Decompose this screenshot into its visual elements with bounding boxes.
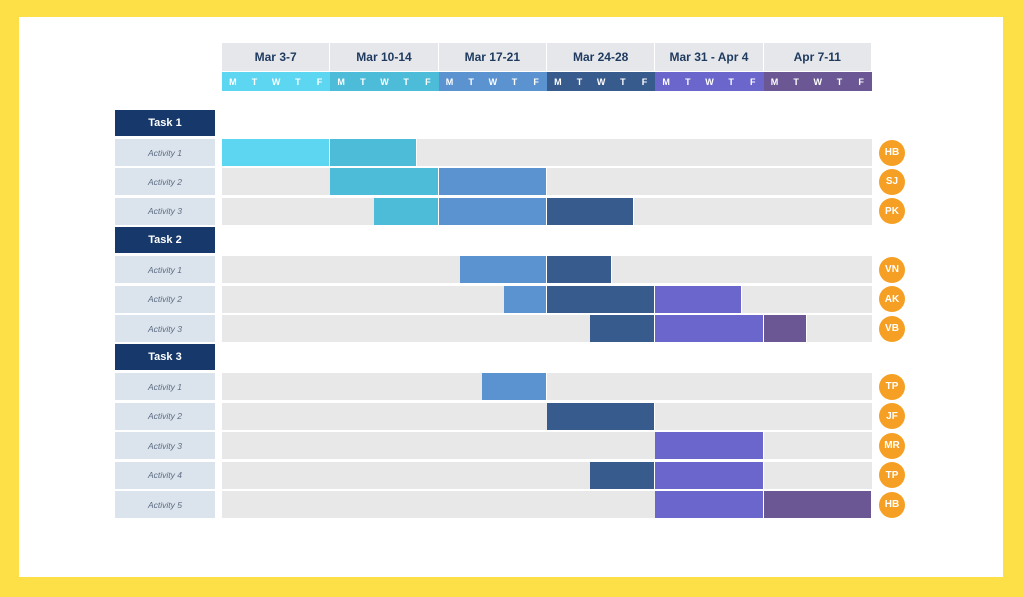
activity-label: Activity 3 <box>115 315 215 342</box>
activity-bar[interactable] <box>546 285 656 313</box>
activity-label: Activity 4 <box>115 461 215 489</box>
day-header: T <box>828 72 851 91</box>
timeline-track <box>222 373 872 401</box>
day-header: F <box>850 72 872 91</box>
activity-bar[interactable] <box>763 315 807 342</box>
day-header: F <box>741 72 764 91</box>
day-header: F <box>525 72 547 91</box>
activity-bar[interactable] <box>373 197 439 225</box>
day-header: T <box>503 72 526 91</box>
assignee-avatar[interactable]: VB <box>879 315 905 342</box>
assignee-avatar[interactable]: SJ <box>879 168 905 195</box>
day-header: T <box>568 72 591 91</box>
day-header: T <box>676 72 699 91</box>
timeline-track <box>222 432 872 460</box>
activity-bar[interactable] <box>481 373 547 401</box>
activity-bar[interactable] <box>546 402 656 430</box>
activity-label: Activity 3 <box>115 432 215 460</box>
activity-bar[interactable] <box>590 461 656 489</box>
activity-bar[interactable] <box>460 256 547 284</box>
activity-bar[interactable] <box>655 491 764 518</box>
gantt-card: Mar 3-7 M T W T F Mar 10-14 M T W T F Mar 17-21 M T W T F… <box>19 17 1003 577</box>
activity-label: Activity 3 <box>115 197 215 225</box>
day-header: F <box>633 72 656 91</box>
day-header: W <box>590 72 612 91</box>
day-header: T <box>286 72 309 91</box>
activity-label: Activity 1 <box>115 256 215 284</box>
timeline-track <box>222 461 872 489</box>
day-header: T <box>460 72 482 91</box>
day-header: W <box>806 72 829 91</box>
day-header: M <box>763 72 786 91</box>
task-label: Task 2 <box>115 227 215 254</box>
week-header: Apr 7-11 <box>763 43 872 71</box>
day-header: W <box>265 72 287 91</box>
timeline-track <box>222 168 872 196</box>
week-header: Mar 17-21 <box>438 43 547 71</box>
activity-label: Activity 2 <box>115 168 215 196</box>
day-header: F <box>308 72 331 91</box>
day-header: T <box>351 72 374 91</box>
week-header: Mar 3-7 <box>222 43 331 71</box>
activity-label: Activity 1 <box>115 139 215 166</box>
day-header: M <box>222 72 244 91</box>
day-header: T <box>785 72 807 91</box>
activity-bar[interactable] <box>330 139 417 166</box>
week-header: Mar 10-14 <box>330 43 439 71</box>
activity-label: Activity 2 <box>115 402 215 430</box>
day-header: M <box>546 72 569 91</box>
day-header: M <box>330 72 352 91</box>
activity-bar[interactable] <box>655 461 764 489</box>
day-header: W <box>698 72 721 91</box>
assignee-avatar[interactable]: MR <box>879 432 905 459</box>
assignee-avatar[interactable]: PK <box>879 198 905 225</box>
task-label: Task 3 <box>115 344 215 371</box>
day-header: T <box>395 72 417 91</box>
activity-label: Activity 2 <box>115 285 215 313</box>
activity-bar[interactable] <box>763 491 872 518</box>
assignee-avatar[interactable]: VN <box>879 256 905 283</box>
activity-bar[interactable] <box>655 315 764 342</box>
activity-bar[interactable] <box>438 168 547 196</box>
activity-bar[interactable] <box>546 197 634 225</box>
activity-bar[interactable] <box>438 197 547 225</box>
activity-label: Activity 1 <box>115 373 215 401</box>
week-header: Mar 31 - Apr 4 <box>655 43 764 71</box>
assignee-avatar[interactable]: HB <box>879 139 905 166</box>
activity-bar[interactable] <box>655 285 742 313</box>
week-header: Mar 24-28 <box>546 43 656 71</box>
day-header: F <box>416 72 439 91</box>
activity-bar[interactable] <box>503 285 547 313</box>
activity-bar[interactable] <box>222 139 331 166</box>
activity-bar[interactable] <box>546 256 612 284</box>
activity-bar[interactable] <box>590 315 656 342</box>
activity-bar[interactable] <box>330 168 439 196</box>
day-header: T <box>243 72 266 91</box>
day-header: W <box>373 72 396 91</box>
day-header: M <box>655 72 677 91</box>
assignee-avatar[interactable]: HB <box>879 491 905 518</box>
task-label: Task 1 <box>115 110 215 136</box>
assignee-avatar[interactable]: TP <box>879 373 905 400</box>
day-header: T <box>720 72 742 91</box>
assignee-avatar[interactable]: TP <box>879 462 905 489</box>
activity-label: Activity 5 <box>115 491 215 518</box>
day-header: M <box>438 72 461 91</box>
assignee-avatar[interactable]: JF <box>879 403 905 430</box>
activity-bar[interactable] <box>655 432 764 460</box>
assignee-avatar[interactable]: AK <box>879 286 905 313</box>
day-header: T <box>611 72 634 91</box>
day-header: W <box>481 72 504 91</box>
